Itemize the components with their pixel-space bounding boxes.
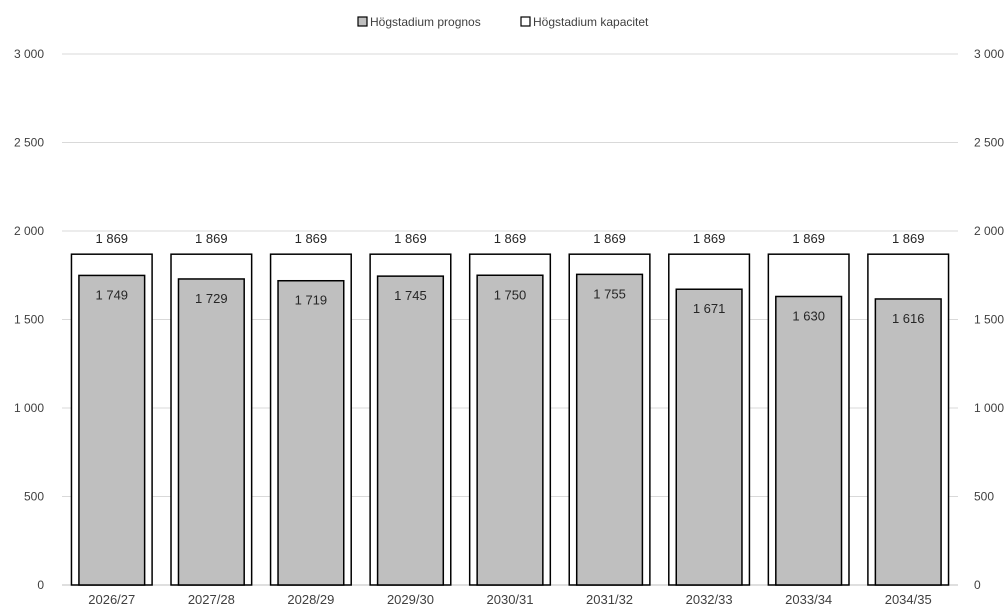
data-label-prognos: 1 755 bbox=[593, 286, 626, 301]
bar-prognos bbox=[376, 275, 445, 586]
data-label-kapacitet: 1 869 bbox=[693, 231, 726, 246]
legend-swatch bbox=[520, 16, 531, 27]
data-label-kapacitet: 1 869 bbox=[593, 231, 626, 246]
data-label-prognos: 1 750 bbox=[494, 287, 527, 302]
y-tick-label-left: 2 500 bbox=[14, 136, 44, 150]
data-label-kapacitet: 1 869 bbox=[295, 231, 328, 246]
y-tick-label-left: 3 000 bbox=[14, 47, 44, 61]
y-tick-label-right: 2 500 bbox=[974, 136, 1004, 150]
data-label-kapacitet: 1 869 bbox=[892, 231, 925, 246]
y-tick-label-right: 0 bbox=[974, 578, 981, 592]
y-tick-label-right: 2 000 bbox=[974, 224, 1004, 238]
data-label-prognos: 1 630 bbox=[792, 308, 825, 323]
x-tick-label: 2028/29 bbox=[287, 592, 334, 607]
bar-prognos bbox=[78, 274, 146, 586]
x-tick-label: 2031/32 bbox=[586, 592, 633, 607]
x-tick-label: 2027/28 bbox=[188, 592, 235, 607]
data-label-prognos: 1 671 bbox=[693, 301, 726, 316]
x-tick-label: 2032/33 bbox=[686, 592, 733, 607]
y-tick-label-left: 0 bbox=[37, 578, 44, 592]
y-tick-label-right: 1 000 bbox=[974, 401, 1004, 415]
legend-label: Högstadium prognos bbox=[370, 15, 481, 29]
y-axis-left: 0 500 1 000 1 500 2 000 2 500 3 000 bbox=[14, 47, 44, 592]
y-tick-label-right: 3 000 bbox=[974, 47, 1004, 61]
legend-label: Högstadium kapacitet bbox=[533, 15, 649, 29]
bar-prognos bbox=[775, 295, 843, 586]
data-label-prognos: 1 729 bbox=[195, 291, 228, 306]
bar-prognos bbox=[177, 278, 245, 586]
y-tick-label-right: 500 bbox=[974, 490, 994, 504]
data-label-prognos: 1 719 bbox=[295, 293, 328, 308]
y-tick-label-left: 1 000 bbox=[14, 401, 44, 415]
data-label-prognos: 1 616 bbox=[892, 311, 925, 326]
y-tick-label-left: 2 000 bbox=[14, 224, 44, 238]
y-tick-label-right: 1 500 bbox=[974, 313, 1004, 327]
data-label-kapacitet: 1 869 bbox=[96, 231, 129, 246]
bar-prognos bbox=[277, 279, 345, 586]
legend-swatch bbox=[357, 16, 368, 27]
bar-prognos bbox=[675, 288, 743, 586]
x-tick-label: 2030/31 bbox=[487, 592, 534, 607]
bar-prognos bbox=[575, 273, 644, 586]
data-label-kapacitet: 1 869 bbox=[792, 231, 825, 246]
legend: Högstadium prognos Högstadium kapacitet bbox=[357, 15, 649, 29]
x-tick-label: 2033/34 bbox=[785, 592, 832, 607]
bar-prognos bbox=[874, 298, 942, 586]
bars: 1 869 1 749 1 869 1 729 1 869 1 719 1 869 1 745… bbox=[70, 231, 950, 586]
data-label-prognos: 1 745 bbox=[394, 288, 427, 303]
x-tick-label: 2034/35 bbox=[885, 592, 932, 607]
y-tick-label-left: 1 500 bbox=[14, 313, 44, 327]
data-label-kapacitet: 1 869 bbox=[195, 231, 228, 246]
y-axis-right: 0 500 1 000 1 500 2 000 2 500 3 000 bbox=[974, 47, 1004, 592]
y-tick-label-left: 500 bbox=[24, 490, 44, 504]
x-axis: 2026/27 2027/28 2028/29 2029/30 2030/31 2031/… bbox=[88, 592, 931, 607]
bar-prognos bbox=[476, 274, 544, 586]
x-tick-label: 2029/30 bbox=[387, 592, 434, 607]
x-tick-label: 2026/27 bbox=[88, 592, 135, 607]
data-label-kapacitet: 1 869 bbox=[494, 231, 527, 246]
data-label-kapacitet: 1 869 bbox=[394, 231, 427, 246]
data-label-prognos: 1 749 bbox=[96, 287, 129, 302]
